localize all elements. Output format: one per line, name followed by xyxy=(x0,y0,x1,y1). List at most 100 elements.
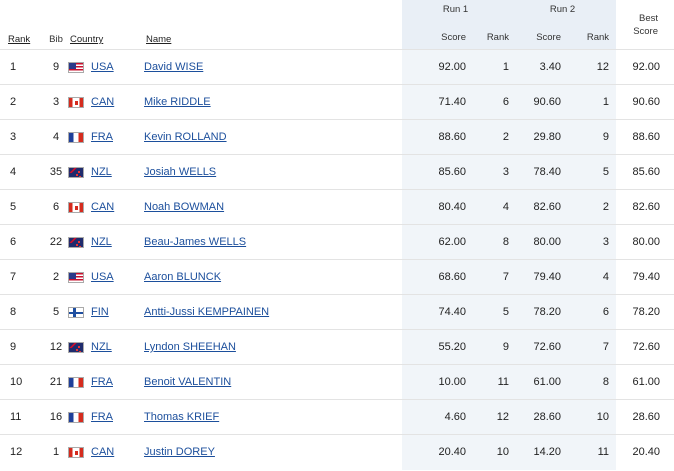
run2-score-header: Score xyxy=(536,32,562,43)
bib-cell: 22 xyxy=(49,236,63,248)
best-score-cell: 28.60 xyxy=(632,411,661,423)
country-link[interactable]: USA xyxy=(91,271,114,283)
sort-name-header[interactable]: Name xyxy=(146,34,172,45)
country-link[interactable]: NZL xyxy=(91,341,112,353)
run2-rank: 6 xyxy=(602,306,610,318)
run2-score: 14.20 xyxy=(533,446,562,459)
run2-score: 90.60 xyxy=(533,96,562,108)
sort-country-header[interactable]: Country xyxy=(70,34,104,45)
run2-cells: 82.60 2 xyxy=(509,189,617,225)
country-cell: CAN xyxy=(68,85,138,120)
country-cell: FRA xyxy=(68,365,138,400)
country-link[interactable]: CAN xyxy=(91,96,115,108)
country-link[interactable]: CAN xyxy=(91,201,115,213)
best-score-cell: 92.00 xyxy=(632,61,661,73)
athlete-name-link[interactable]: Beau-James WELLS xyxy=(144,236,247,248)
country-cell: CAN xyxy=(68,190,138,225)
flag-nzl-icon xyxy=(68,341,84,353)
country-cell: CAN xyxy=(68,435,138,470)
athlete-name-link[interactable]: Aaron BLUNCK xyxy=(144,271,222,283)
athlete-name-link[interactable]: Mike RIDDLE xyxy=(144,96,211,108)
country-link[interactable]: CAN xyxy=(91,446,115,459)
bib-cell: 9 xyxy=(52,61,60,73)
athlete-name-link[interactable]: Thomas KRIEF xyxy=(144,411,220,423)
rank-cell: 8 xyxy=(10,306,17,318)
name-cell: Antti-Jussi KEMPPAINEN xyxy=(138,295,402,330)
athlete-name-link[interactable]: Josiah WELLS xyxy=(144,166,217,178)
run2-rank: 3 xyxy=(602,236,610,248)
country-link[interactable]: NZL xyxy=(91,236,112,248)
rank-cell: 1 xyxy=(10,61,17,73)
table-row: 5 6 CAN Noah BOWMAN 80.40 4 82.60 2 82.6… xyxy=(0,189,674,225)
run2-rank-header: Rank xyxy=(586,32,610,43)
athlete-name-link[interactable]: Noah BOWMAN xyxy=(144,201,225,213)
flag-fra-icon xyxy=(68,131,84,143)
run1-group-header: Run 1 xyxy=(402,0,510,19)
country-link[interactable]: FRA xyxy=(91,131,113,143)
run2-score: 72.60 xyxy=(533,341,562,353)
run2-score: 3.40 xyxy=(539,61,562,73)
run1-rank: 3 xyxy=(502,166,509,178)
country-link[interactable]: FRA xyxy=(91,411,113,423)
rank-cell: 12 xyxy=(10,446,23,459)
run1-score: 68.60 xyxy=(438,271,466,283)
name-cell: Justin DOREY xyxy=(138,435,402,470)
table-row: 7 2 USA Aaron BLUNCK 68.60 7 79.40 4 79.… xyxy=(0,259,674,295)
sort-rank-header[interactable]: Rank xyxy=(8,34,31,45)
run2-rank: 10 xyxy=(596,411,610,423)
run1-rank: 9 xyxy=(502,341,509,353)
name-cell: Josiah WELLS xyxy=(138,155,402,190)
country-cell: USA xyxy=(68,260,138,295)
flag-usa-icon xyxy=(68,271,84,283)
bib-cell: 4 xyxy=(52,131,60,143)
run1-cells: 80.40 4 xyxy=(402,189,510,225)
athlete-name-link[interactable]: David WISE xyxy=(144,61,204,73)
run2-score: 78.20 xyxy=(533,306,562,318)
run2-cells: 3.40 12 xyxy=(509,49,617,85)
bib-cell: 16 xyxy=(49,411,63,423)
bib-cell: 1 xyxy=(52,446,60,459)
best-score-cell: 78.20 xyxy=(632,306,661,318)
rank-cell: 5 xyxy=(10,201,17,213)
run1-rank: 12 xyxy=(496,411,509,423)
athlete-name-link[interactable]: Kevin ROLLAND xyxy=(144,131,227,143)
table-row: 9 12 NZL Lyndon SHEEHAN 55.20 9 72.60 7 … xyxy=(0,329,674,365)
athlete-name-link[interactable]: Antti-Jussi KEMPPAINEN xyxy=(144,306,270,318)
run1-rank: 6 xyxy=(502,96,509,108)
country-link[interactable]: NZL xyxy=(91,166,112,178)
run2-cells: 72.60 7 xyxy=(509,329,617,365)
run1-cells: 92.00 1 xyxy=(402,49,510,85)
table-row: 3 4 FRA Kevin ROLLAND 88.60 2 29.80 9 88… xyxy=(0,119,674,155)
run1-score: 55.20 xyxy=(438,341,466,353)
run2-group-header: Run 2 xyxy=(509,0,617,19)
run1-score: 4.60 xyxy=(444,411,466,423)
athlete-name-link[interactable]: Lyndon SHEEHAN xyxy=(144,341,236,353)
bib-cell: 5 xyxy=(52,306,60,318)
athlete-name-link[interactable]: Benoit VALENTIN xyxy=(144,376,232,388)
run2-cells: 78.20 6 xyxy=(509,294,617,330)
athlete-name-link[interactable]: Justin DOREY xyxy=(144,446,215,459)
country-cell: NZL xyxy=(68,330,138,365)
run2-label: Run 2 xyxy=(549,4,576,15)
country-link[interactable]: FRA xyxy=(91,376,113,388)
name-cell: Kevin ROLLAND xyxy=(138,120,402,155)
rank-cell: 4 xyxy=(10,166,17,178)
run2-score: 28.60 xyxy=(533,411,562,423)
name-cell: Benoit VALENTIN xyxy=(138,365,402,400)
run2-score: 29.80 xyxy=(533,131,562,143)
country-link[interactable]: USA xyxy=(91,61,114,73)
run1-cells: 62.00 8 xyxy=(402,224,510,260)
run2-cells: 28.60 10 xyxy=(509,399,617,435)
table-row: 12 1 CAN Justin DOREY 20.40 10 14.20 11 … xyxy=(0,434,674,470)
country-link[interactable]: FIN xyxy=(91,306,109,318)
flag-fin-icon xyxy=(68,306,84,318)
country-cell: FIN xyxy=(68,295,138,330)
run2-rank: 12 xyxy=(596,61,610,73)
run1-score: 74.40 xyxy=(438,306,466,318)
run1-cells: 68.60 7 xyxy=(402,259,510,295)
run1-cells: 55.20 9 xyxy=(402,329,510,365)
name-cell: Noah BOWMAN xyxy=(138,190,402,225)
flag-usa-icon xyxy=(68,61,84,73)
name-cell: David WISE xyxy=(138,50,402,85)
